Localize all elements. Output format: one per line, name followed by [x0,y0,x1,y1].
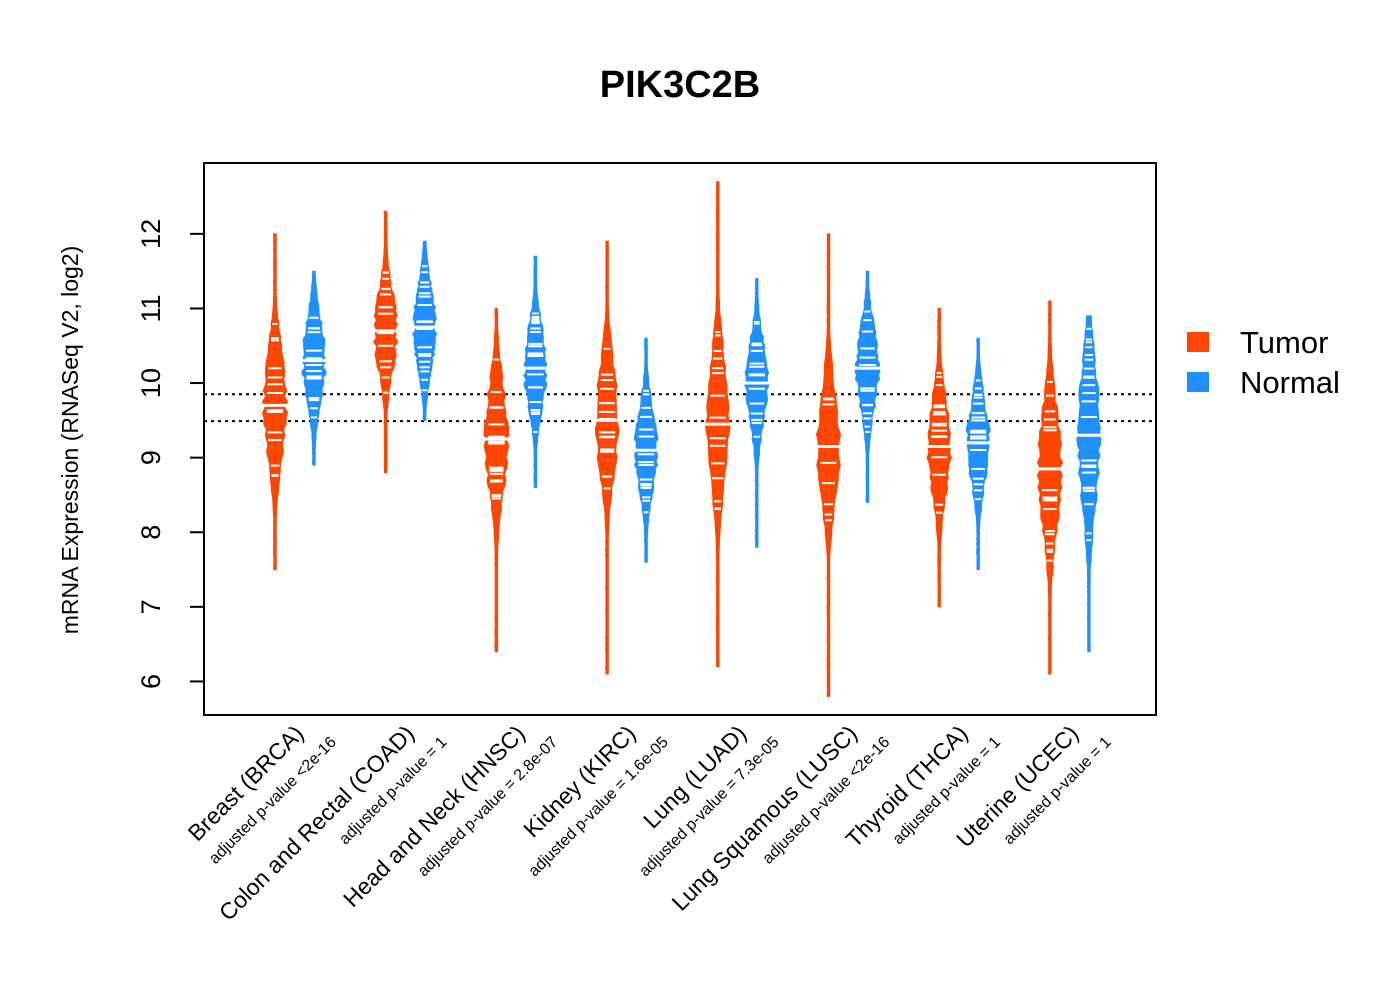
tumor-violin-0 [261,233,289,570]
normal-violin-1 [412,240,438,421]
x-axis-labels: Breast (BRCA)adjusted p-value <2e-16Colo… [183,720,1115,925]
normal-violin-7 [1076,315,1102,653]
tumor-violin-1 [372,211,399,474]
normal-violin-0 [301,270,327,466]
legend-label-tumor: Tumor [1240,325,1328,360]
y-axis: 6 7 8 9 10 11 12 [136,219,204,689]
tumor-violin-7 [1036,300,1063,675]
y-tick-label-10: 10 [136,368,166,398]
legend-label-normal: Normal [1240,365,1340,400]
tumor-violin-5 [815,233,842,697]
plot-area [204,181,1156,697]
normal-violin-5 [854,270,881,503]
y-tick-label-11: 11 [136,294,166,322]
y-tick-label-8: 8 [136,525,166,540]
chart-title: PIK3C2B [600,64,761,106]
y-tick-label-7: 7 [136,599,166,614]
legend-swatch-tumor [1187,332,1209,352]
normal-violin-6 [965,337,991,570]
legend-swatch-normal [1187,372,1209,392]
y-axis-label: mRNA Expression (RNASeq V2, log2) [57,246,83,635]
legend: Tumor Normal [1187,325,1340,400]
y-tick-label-12: 12 [136,219,166,249]
tumor-violin-3 [594,240,620,675]
plot-frame [203,162,1157,716]
normal-violin-2 [523,255,548,488]
y-tick-label-6: 6 [136,674,166,689]
y-tick-label-9: 9 [136,450,166,465]
